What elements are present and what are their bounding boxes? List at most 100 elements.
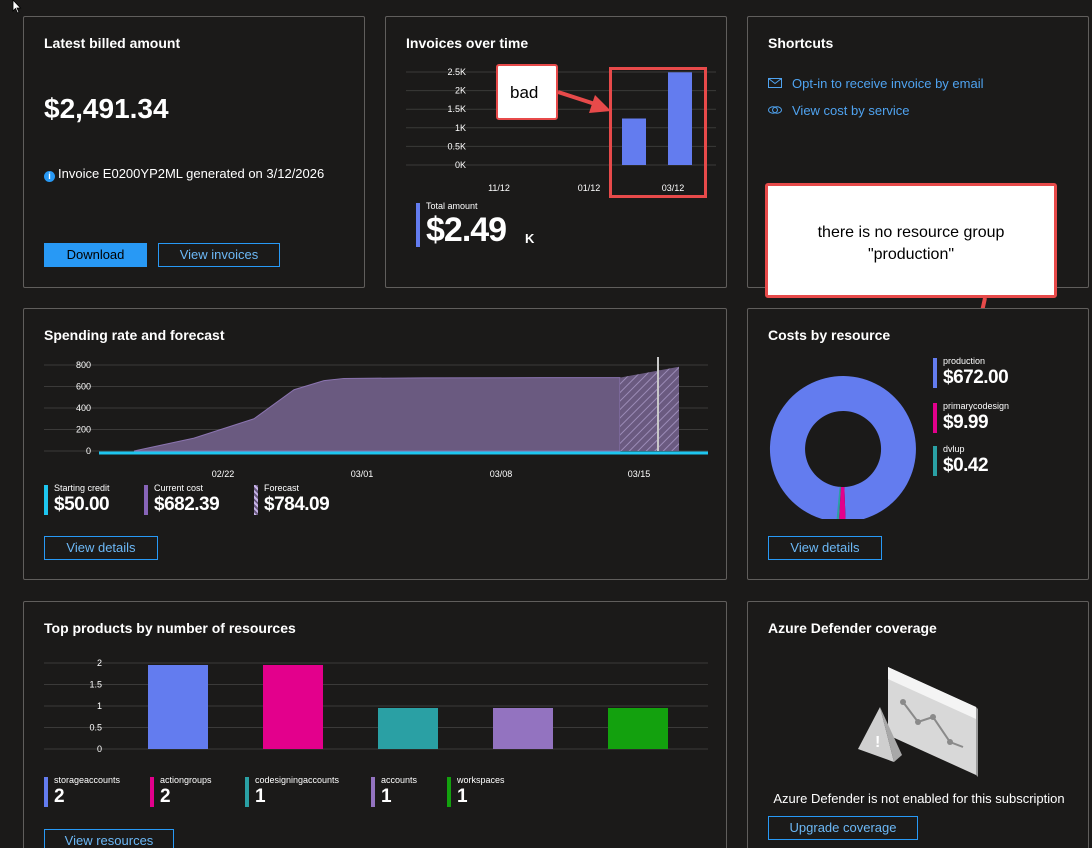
- invoice-info-text: Invoice E0200YP2ML generated on 3/12/202…: [58, 166, 325, 181]
- cost-legend-color: [933, 403, 937, 433]
- current-cost-area[interactable]: [133, 377, 621, 452]
- bad-highlight-box: [609, 67, 707, 198]
- invoices-x-tick: 03/12: [662, 183, 685, 193]
- top-products-legend-label: accounts: [381, 775, 418, 785]
- top-products-legend-item: storageaccounts 2: [44, 775, 154, 811]
- shortcut-cost-label[interactable]: View cost by service: [792, 103, 910, 118]
- top-products-legend-value: 2: [160, 786, 171, 807]
- view-resources-button[interactable]: View resources: [44, 829, 174, 848]
- defender-title: Azure Defender coverage: [768, 620, 937, 636]
- invoices-x-tick: 11/12: [488, 183, 510, 193]
- costs-by-resource-title: Costs by resource: [768, 327, 891, 343]
- top-products-legend-value: 1: [255, 786, 266, 807]
- invoices-y-tick: 0.5K: [447, 141, 466, 151]
- spending-legend-label: Current cost: [154, 483, 204, 493]
- spending-legend-color: [44, 485, 48, 515]
- invoices-over-time-title: Invoices over time: [406, 35, 529, 51]
- view-invoices-button[interactable]: View invoices: [158, 243, 280, 267]
- info-icon: i: [44, 171, 55, 182]
- production-callout: there is no resource group "production": [765, 183, 1057, 298]
- cost-legend-label: dvlup: [943, 444, 965, 454]
- upgrade-coverage-button[interactable]: Upgrade coverage: [768, 816, 918, 840]
- spending-x-tick: 02/22: [212, 469, 235, 479]
- latest-billed-title: Latest billed amount: [44, 35, 181, 51]
- top-products-chart: 2 1.5 1 0.5 0: [44, 658, 708, 754]
- top-products-y-tick: 0: [97, 744, 102, 754]
- top-products-bar[interactable]: [148, 665, 208, 749]
- top-products-legend-color: [150, 777, 154, 807]
- invoices-total-legend: Total amount $2.49 K: [416, 201, 616, 251]
- invoices-total-label: Total amount: [426, 201, 478, 211]
- top-products-title: Top products by number of resources: [44, 620, 296, 636]
- top-products-bar[interactable]: [493, 708, 553, 749]
- spending-chart: 800 600 400 200 0 02/22 03/01 03/08 03/15: [44, 357, 708, 479]
- top-products-legend-label: workspaces: [457, 775, 505, 785]
- top-products-legend-value: 1: [457, 786, 468, 807]
- top-products-y-tick: 1.5: [89, 680, 102, 690]
- invoices-y-tick: 2.5K: [447, 67, 466, 77]
- donut-slice[interactable]: [839, 486, 846, 519]
- spending-y-tick: 800: [76, 360, 91, 370]
- bad-annotation-text: bad: [510, 83, 539, 102]
- download-button[interactable]: Download: [44, 243, 147, 267]
- top-products-legend-value: 1: [381, 786, 392, 807]
- invoices-bar[interactable]: [622, 118, 646, 166]
- bad-annotation: bad: [496, 64, 558, 120]
- spending-legend-value: $50.00: [54, 494, 110, 515]
- bad-annotation-arrow: [557, 90, 611, 113]
- spending-view-details-button[interactable]: View details: [44, 536, 158, 560]
- top-products-legend-value: 2: [54, 786, 65, 807]
- cost-legend-value: $9.99: [943, 412, 989, 433]
- top-products-y-tick: 0.5: [89, 723, 102, 733]
- spending-title: Spending rate and forecast: [44, 327, 225, 343]
- donut-slice[interactable]: [836, 486, 841, 519]
- top-products-y-tick: 2: [97, 658, 102, 668]
- spending-legend-color: [254, 485, 258, 515]
- cost-legend-color: [933, 358, 937, 388]
- costs-donut-chart: [769, 376, 916, 519]
- costs-by-resource-card: Costs by resource production $672.00 prima…: [747, 308, 1089, 580]
- spending-legend-item: Starting credit $50.00: [44, 483, 144, 519]
- shortcuts-title: Shortcuts: [768, 35, 834, 51]
- top-products-legend-item: accounts 1: [371, 775, 481, 811]
- spending-legend-value: $784.09: [264, 494, 330, 515]
- invoices-y-tick: 1.5K: [447, 104, 466, 114]
- top-products-legend-color: [245, 777, 249, 807]
- cost-legend-color: [933, 446, 937, 476]
- invoices-total-unit: K: [525, 231, 535, 246]
- spending-legend-item: Forecast $784.09: [254, 483, 354, 519]
- cost-legend-value: $672.00: [943, 367, 1009, 388]
- spending-legend-color: [144, 485, 148, 515]
- donut-slice[interactable]: [769, 376, 916, 519]
- top-products-legend-color: [447, 777, 451, 807]
- cost-legend-value: $0.42: [943, 455, 989, 476]
- production-callout-text: there is no resource group "production": [817, 224, 1005, 263]
- top-products-bar[interactable]: [263, 665, 323, 749]
- top-products-legend-color: [371, 777, 375, 807]
- top-products-y-tick: 1: [97, 701, 102, 711]
- invoices-total-value: $2.49: [426, 211, 507, 249]
- spending-legend-label: Starting credit: [54, 483, 110, 493]
- spending-legend-value: $682.39: [154, 494, 220, 515]
- shortcut-email-label[interactable]: Opt-in to receive invoice by email: [792, 76, 984, 91]
- invoices-x-tick: 01/12: [578, 183, 601, 193]
- invoices-chart: 2.5K 2K 1.5K 1K 0.5K 0K 11/12 01/12 03/12: [406, 67, 716, 193]
- cost-legend-item: production $672.00: [933, 356, 1053, 392]
- spending-y-tick: 0: [86, 446, 91, 456]
- spending-legend-label: Forecast: [264, 483, 300, 493]
- top-products-bar[interactable]: [608, 708, 668, 749]
- spending-x-tick: 03/08: [490, 469, 513, 479]
- coins-icon: [768, 106, 782, 114]
- defender-message: Azure Defender is not enabled for this s…: [773, 791, 1065, 806]
- costs-view-details-button[interactable]: View details: [768, 536, 882, 560]
- invoices-over-time-card: Invoices over time 2.5K 2K 1.5K 1K 0.5K 0K 11…: [385, 16, 727, 288]
- top-products-card: Top products by number of resources 2 1.5…: [23, 601, 727, 848]
- invoices-bar[interactable]: [668, 72, 692, 165]
- top-products-legend-label: codesigningaccounts: [255, 775, 340, 785]
- top-products-legend-label: actiongroups: [160, 775, 212, 785]
- top-products-legend-item: actiongroups 2: [150, 775, 260, 811]
- spending-card: Spending rate and forecast 800 600 400 200 0…: [23, 308, 727, 580]
- forecast-area[interactable]: [620, 366, 679, 451]
- top-products-bar[interactable]: [378, 708, 438, 749]
- top-products-legend-color: [44, 777, 48, 807]
